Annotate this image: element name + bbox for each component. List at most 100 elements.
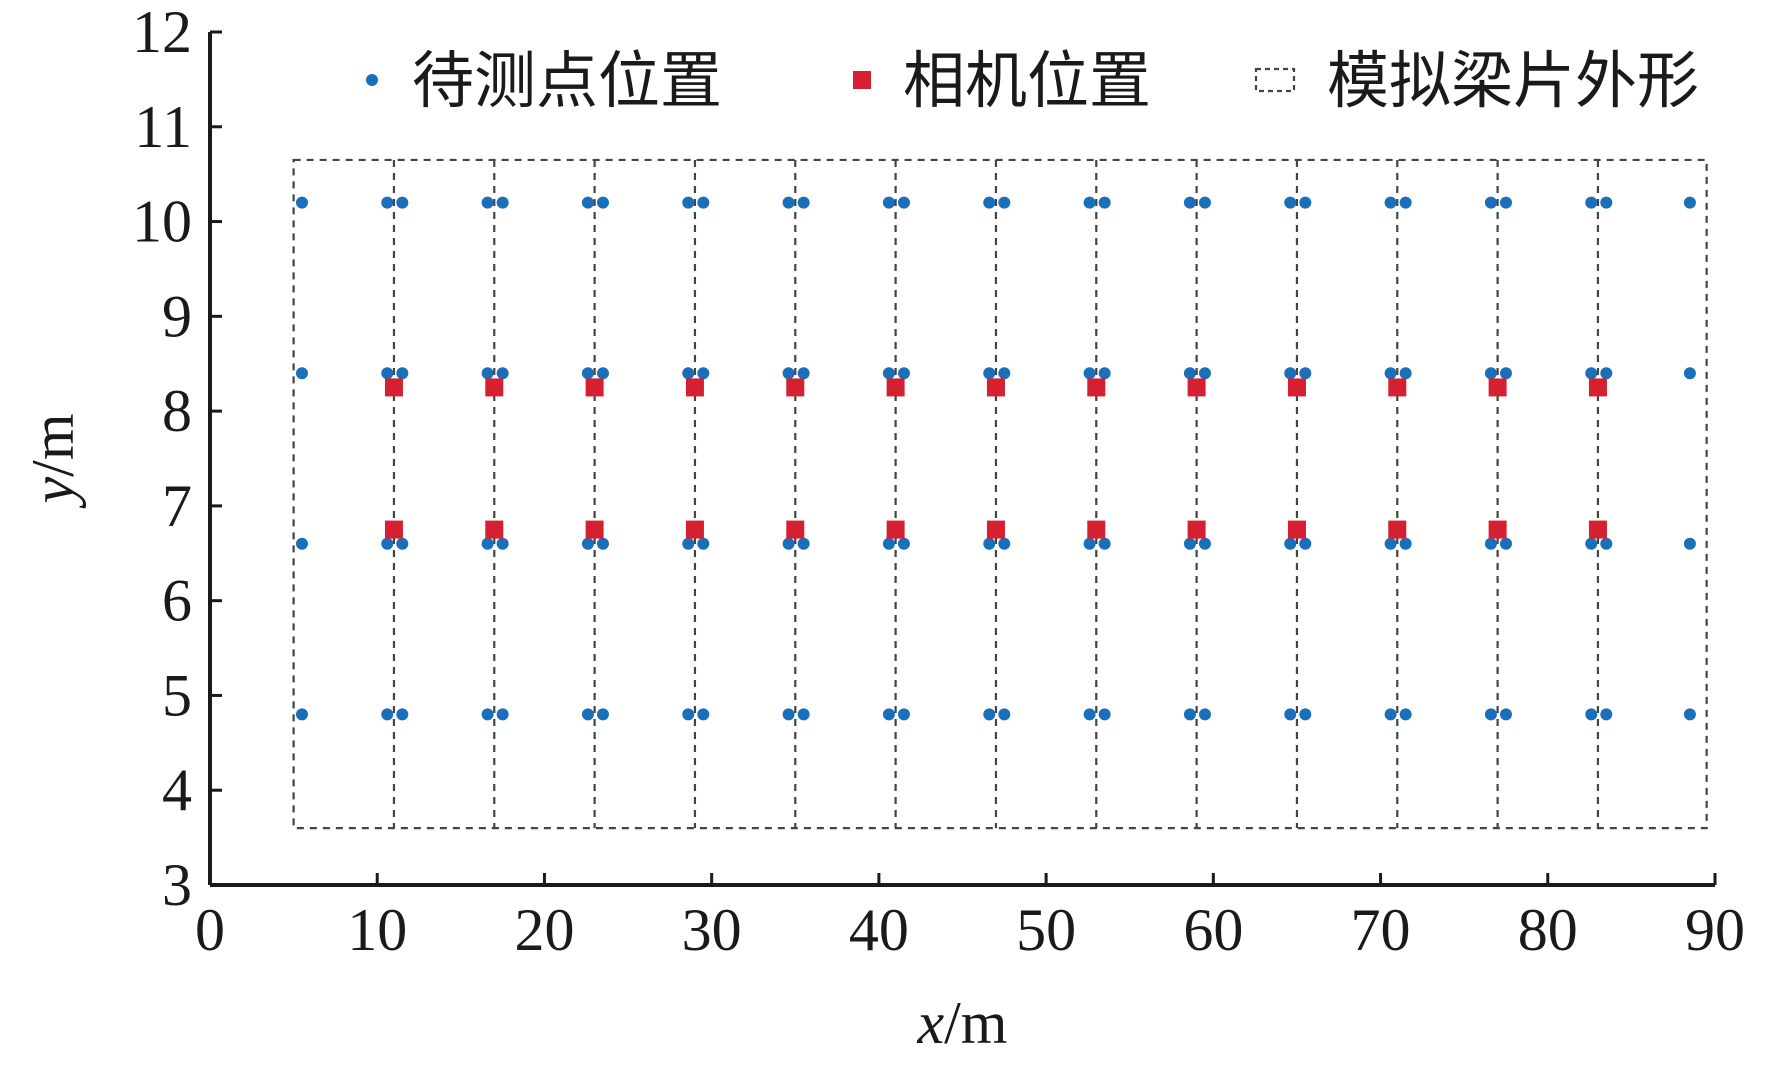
measure-point [1384,196,1397,209]
y-tick-label: 9 [162,283,192,349]
measure-point [1484,196,1497,209]
y-tick-label: 6 [162,568,192,634]
measure-point [1600,537,1613,550]
measure-point [1098,708,1111,721]
measure-point [797,367,810,380]
y-tick-label: 7 [162,473,192,539]
x-tick-label: 10 [347,897,407,963]
measure-point [1384,708,1397,721]
measure-point [396,367,409,380]
measure-point [697,196,710,209]
measure-point [1299,367,1312,380]
measure-point [1484,537,1497,550]
legend-square-marker [853,71,871,89]
y-tick-label: 8 [162,378,192,444]
measure-point [782,196,795,209]
camera-marker [585,378,604,397]
measure-point [1083,367,1096,380]
measure-point [882,367,895,380]
measure-point [897,537,910,550]
camera-marker [986,378,1005,397]
measure-point [1198,708,1211,721]
measure-point [1083,708,1096,721]
measure-point [581,708,594,721]
measure-point [782,367,795,380]
camera-marker [384,520,403,539]
camera-marker [1488,378,1507,397]
measure-point [897,196,910,209]
y-tick-label: 12 [132,0,192,65]
legend-label: 模拟梁片外形 [1327,44,1699,117]
legend-label: 待测点位置 [412,44,722,117]
legend-circle-marker [366,74,378,86]
measure-point [1198,196,1211,209]
measure-point [682,537,695,550]
measure-point [1284,196,1297,209]
measure-point [998,708,1011,721]
measure-point [1499,537,1512,550]
y-tick-label: 3 [162,852,192,918]
measure-point [797,196,810,209]
x-tick-label: 60 [1183,897,1243,963]
measure-point [481,196,494,209]
measure-point [1499,708,1512,721]
measure-point [481,367,494,380]
beam-outline-rect [292,158,1708,830]
measure-point [1585,708,1598,721]
measure-point [882,196,895,209]
measure-point [496,708,509,721]
measure-point [481,537,494,550]
measure-point [1384,367,1397,380]
measure-point [1585,537,1598,550]
measure-point [897,367,910,380]
measure-point [496,367,509,380]
camera-marker [1588,378,1607,397]
y-tick-label: 10 [132,189,192,255]
measure-point [295,708,308,721]
camera-marker [485,378,504,397]
measure-point [295,537,308,550]
y-axis-title: y/m [20,414,86,510]
measure-point [1600,708,1613,721]
x-axis-unit: /m [944,990,1007,1056]
y-tick-label: 11 [134,94,192,160]
measure-point [682,708,695,721]
measure-point [381,537,394,550]
camera-marker [1388,378,1407,397]
measure-point [1600,367,1613,380]
camera-marker [585,520,604,539]
measure-point [1299,708,1312,721]
camera-marker [986,520,1005,539]
measure-point [983,196,996,209]
legend: 待测点位置 相机位置 模拟梁片外形 [366,44,1699,117]
measure-point [1683,367,1696,380]
measure-point [1098,196,1111,209]
measure-point [1083,196,1096,209]
beam-outline-layer [292,158,1708,830]
x-tick-label: 0 [195,897,225,963]
camera-marker [786,378,805,397]
measure-point [797,708,810,721]
camera-marker [685,520,704,539]
measure-point [1198,537,1211,550]
x-tick-label: 90 [1685,897,1745,963]
x-tick-label: 40 [849,897,909,963]
measure-point [882,708,895,721]
measure-point [1083,537,1096,550]
camera-marker [1287,520,1306,539]
camera-marker [786,520,805,539]
measure-point [581,367,594,380]
measure-point [1399,196,1412,209]
measure-point [1299,196,1312,209]
measure-point [1183,537,1196,550]
camera-marker [886,378,905,397]
measure-point [1399,367,1412,380]
measure-point [998,196,1011,209]
axes [208,32,1715,887]
measure-point [1284,708,1297,721]
x-tick-label: 20 [514,897,574,963]
camera-marker [685,378,704,397]
x-axis-title: x/m [917,990,1008,1056]
measure-point [596,537,609,550]
